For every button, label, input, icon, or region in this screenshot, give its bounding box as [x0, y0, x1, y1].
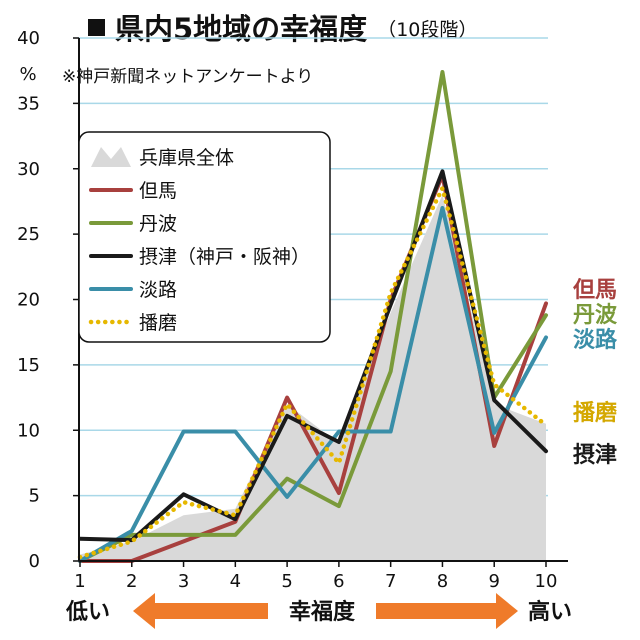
x-low-label: 低い — [65, 600, 110, 625]
legend-label: 但馬 — [139, 180, 177, 202]
x-high-label: 高い — [528, 599, 572, 625]
legend-label: 摂津（神戸・阪神） — [139, 246, 310, 268]
x-tick-label: 2 — [126, 571, 137, 592]
x-tick-label: 9 — [488, 571, 499, 592]
end-label: 播磨 — [573, 401, 617, 426]
line-series — [78, 69, 548, 563]
line-series — [77, 186, 549, 560]
y-tick-label: 15 — [17, 355, 40, 376]
y-tick-label: 25 — [17, 224, 40, 245]
end-label: 丹波 — [573, 303, 618, 328]
legend-label: 兵庫県全体 — [139, 147, 234, 169]
end-label: 摂津 — [573, 442, 617, 468]
title-square-icon — [88, 19, 105, 36]
x-axis-label: 幸福度 — [289, 599, 356, 625]
x-tick-label: 5 — [281, 571, 292, 592]
chart-title: 県内5地域の幸福度 （10段階） — [88, 6, 477, 48]
x-axis-caption: 低い 幸福度 高い — [65, 593, 572, 629]
end-label: 但馬 — [573, 278, 617, 303]
title-main: 県内5地域の幸福度 — [115, 12, 368, 46]
x-tick-label: 4 — [230, 571, 241, 592]
area-series — [80, 194, 546, 561]
series-lines — [77, 69, 549, 563]
end-label: 淡路 — [573, 327, 618, 353]
x-tick-label: 1 — [74, 571, 85, 592]
line-series — [78, 205, 548, 563]
y-tick-label: 40 — [17, 28, 40, 49]
x-tick-labels: 1 2 3 4 5 6 7 8 9 10 — [74, 571, 557, 592]
source-note: ※神戸新聞ネットアンケートより — [62, 67, 313, 87]
legend-box — [78, 131, 331, 343]
line-series — [78, 173, 548, 563]
y-tick-labels: 0 5 10 15 20 25 30 35 40 — [17, 28, 40, 572]
y-axis-unit: % — [19, 64, 36, 85]
x-tick-label: 3 — [178, 571, 189, 592]
x-axis-label-background — [268, 594, 376, 626]
x-tick-label: 10 — [535, 571, 558, 592]
y-tick-label: 10 — [17, 420, 40, 441]
legend-label: 淡路 — [139, 279, 177, 301]
legend-swatch — [91, 147, 131, 167]
x-tick-label: 6 — [333, 571, 344, 592]
x-tick-label: 7 — [385, 571, 396, 592]
y-tick-label: 20 — [17, 290, 40, 311]
area-layer — [80, 194, 546, 561]
y-tick-label: 5 — [29, 486, 40, 507]
x-tick-label: 8 — [437, 571, 448, 592]
title-sub: （10段階） — [377, 19, 478, 41]
legend-label: 播磨 — [139, 312, 177, 334]
y-tick-label: 35 — [17, 93, 40, 114]
y-tick-label: 30 — [17, 159, 40, 180]
legend-label: 丹波 — [139, 213, 177, 235]
y-tick-label: 0 — [29, 551, 40, 572]
